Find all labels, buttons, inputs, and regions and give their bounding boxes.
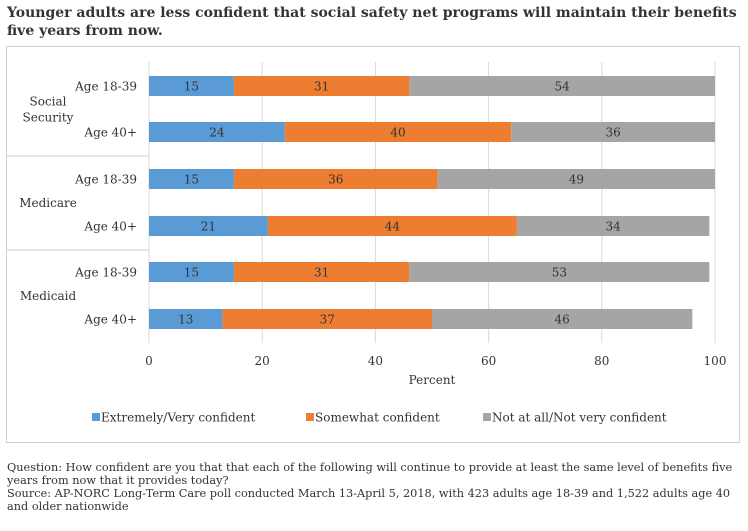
group-label: Social [30,95,67,109]
chart-frame [6,46,740,443]
chart-title: Younger adults are less confident that s… [7,5,737,39]
data-label: 36 [328,173,343,187]
row-label: Age 40+ [83,313,137,327]
legend-swatch [306,413,314,421]
bar-segment [409,262,710,282]
legend-label: Not at all/Not very confident [492,411,667,425]
data-label: 54 [555,80,571,94]
data-label: 44 [385,220,401,234]
data-label: 53 [552,266,567,280]
data-label: 49 [569,173,584,187]
group-label: Medicaid [20,289,77,303]
legend-swatch [92,413,100,421]
row-label: Age 18-39 [74,173,137,187]
data-label: 31 [314,80,329,94]
bar-segment [233,262,410,282]
bar-segment [233,169,438,189]
data-label: 36 [605,126,620,140]
data-label: 15 [184,266,199,280]
data-label: 37 [320,313,335,327]
bar-segment [432,309,693,329]
row-label: Age 40+ [83,220,137,234]
bar-segment [222,309,432,329]
x-tick-label: 80 [594,354,609,368]
data-label: 31 [314,266,329,280]
x-tick-label: 40 [368,354,383,368]
legend-label: Somewhat confident [315,411,440,425]
bar-segment [149,216,268,236]
bar-segment [149,76,234,96]
data-label: 34 [605,220,621,234]
group-label: Medicare [19,196,77,210]
data-label: 46 [555,313,570,327]
data-label: 40 [390,126,405,140]
bar-segment [149,122,285,142]
row-label: Age 18-39 [74,80,137,94]
bar-segment [149,309,223,329]
x-axis-title: Percent [409,373,456,387]
data-label: 21 [201,220,216,234]
data-label: 24 [209,126,225,140]
legend-label: Extremely/Very confident [101,411,256,425]
data-label: 15 [184,80,199,94]
legend-swatch [483,413,491,421]
x-tick-label: 0 [145,354,153,368]
chart-notes: Question: How confident are you that tha… [7,461,745,513]
group-label: Security [23,111,74,125]
source-note: Source: AP-NORC Long-Term Care poll cond… [7,487,731,513]
data-label: 15 [184,173,199,187]
x-tick-label: 100 [704,354,727,368]
row-label: Age 40+ [83,126,137,140]
question-note: Question: How confident are you that tha… [7,461,733,487]
x-tick-label: 60 [481,354,496,368]
bar-segment [516,216,710,236]
bar-segment [267,216,517,236]
bar-segment [437,169,715,189]
bar-segment [409,76,715,96]
bar-segment [149,169,234,189]
bar-segment [511,122,715,142]
data-label: 13 [178,313,193,327]
bar-segment [284,122,512,142]
bar-segment [149,262,234,282]
row-label: Age 18-39 [74,266,137,280]
bar-segment [233,76,410,96]
x-tick-label: 20 [255,354,270,368]
